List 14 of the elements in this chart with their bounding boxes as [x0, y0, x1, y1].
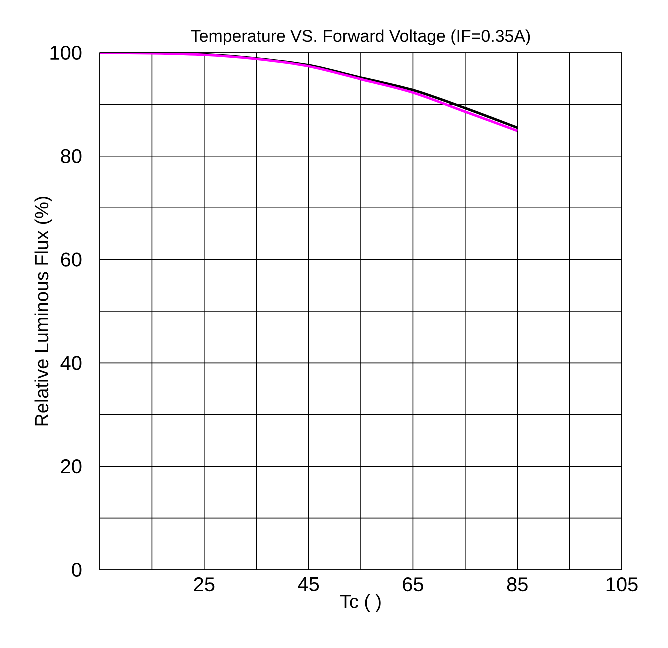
y-axis-title: Relative Luminous Flux (%)	[34, 197, 52, 426]
y-tick-label: 80	[61, 149, 82, 164]
y-tick-label: 0	[72, 562, 82, 578]
y-tick-label: 20	[61, 460, 82, 474]
y-tick-label: 60	[61, 252, 82, 267]
x-tick-label: 105	[606, 578, 638, 592]
y-tick-label: 100	[50, 46, 82, 60]
x-tick-label: 25	[194, 578, 215, 592]
x-tick-label: 65	[403, 578, 424, 592]
x-axis-title: Tc ( )	[340, 594, 381, 612]
x-tick-label: 85	[507, 578, 528, 592]
chart-title: Temperature VS. Forward Voltage (IF=0.35A)	[191, 30, 530, 46]
y-tick-label: 40	[60, 356, 82, 370]
x-tick-label: 45	[298, 578, 320, 592]
